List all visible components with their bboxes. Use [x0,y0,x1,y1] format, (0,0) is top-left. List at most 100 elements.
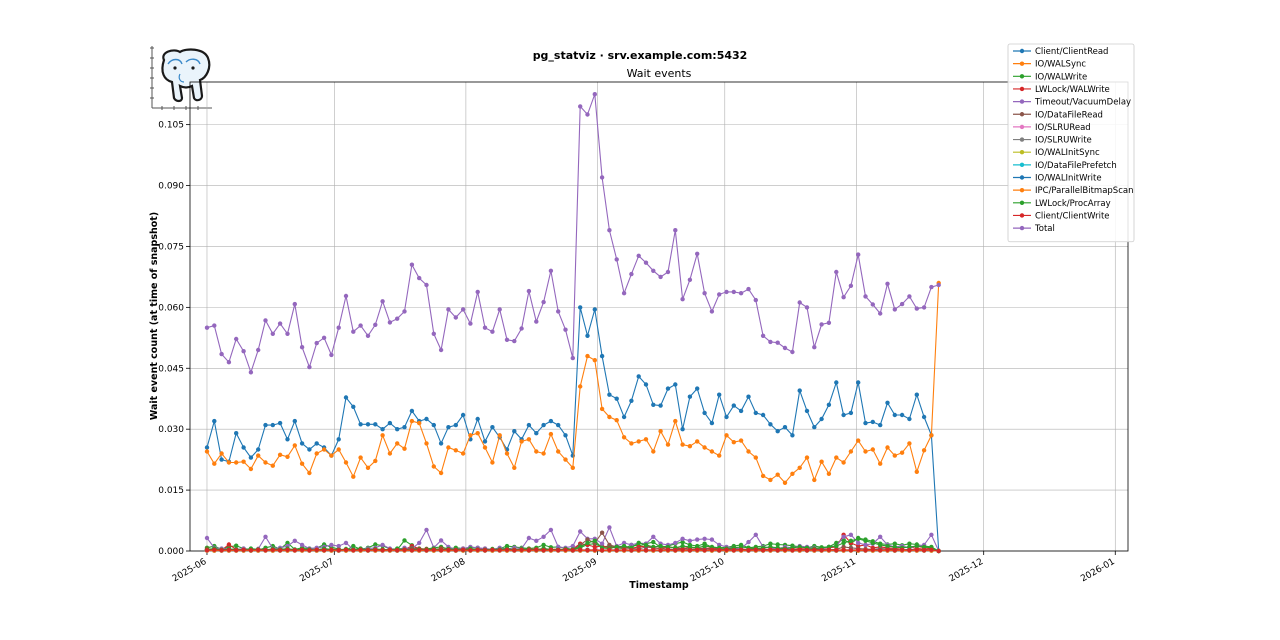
data-point [929,547,934,552]
data-point [797,388,802,393]
data-point [665,442,671,447]
data-point [468,321,473,326]
data-point [702,291,707,296]
data-point [438,548,444,553]
data-point [687,444,693,449]
legend-marker [1019,61,1025,66]
data-point [607,547,612,552]
legend-entry: Client/ClientRead [1013,47,1108,57]
data-point [899,301,905,307]
legend-label: Client/ClientWrite [1035,211,1110,221]
data-point [570,548,575,553]
data-point [797,465,802,470]
data-point [460,307,466,312]
data-point [607,525,612,530]
data-point [643,260,649,265]
data-point [277,420,283,426]
data-point [790,433,795,438]
data-point [256,453,261,458]
data-point [541,542,546,548]
data-point [424,416,429,422]
data-point [643,437,649,442]
data-point [307,364,312,370]
data-point [614,396,619,401]
data-point [760,412,766,418]
data-point [585,537,590,542]
data-point [336,543,341,549]
data-point [643,382,649,387]
data-point [738,547,744,552]
data-point [446,547,451,552]
data-point [680,543,685,549]
data-point [695,386,700,391]
data-point [234,543,239,548]
data-point [270,331,275,336]
data-point [651,547,656,552]
data-point [599,530,605,535]
y-tick-label: 0.060 [158,303,184,313]
data-point [914,469,919,474]
data-point [482,439,488,444]
data-point [234,336,239,342]
data-point [856,252,861,257]
data-point [921,448,927,453]
data-point [804,305,810,310]
data-point [431,422,436,428]
data-point [212,418,217,424]
data-point [438,347,444,353]
data-point [636,253,641,258]
data-point [760,473,766,479]
data-point [782,425,788,430]
data-point [592,538,597,543]
data-point [482,325,488,330]
legend-entry: LWLock/ProcArray [1013,199,1111,209]
data-point [380,427,385,432]
data-point [724,547,729,552]
data-point [607,542,612,548]
data-point [270,463,275,468]
data-point [841,295,846,300]
legend-entry: IO/SLRURead [1013,123,1091,133]
data-point [541,548,546,553]
data-point [914,392,919,397]
data-point [578,547,583,552]
data-point [899,412,905,418]
legend-marker [1019,187,1025,193]
data-point [380,433,385,438]
data-point [556,548,561,553]
data-point [490,425,495,430]
data-point [907,548,912,553]
data-point [746,394,751,399]
data-point [753,455,758,460]
legend-marker [1019,112,1025,117]
data-point [870,540,875,546]
data-point [585,353,590,359]
data-point [746,449,751,454]
data-point [695,537,700,542]
data-point [643,542,649,548]
legend-label: Total [1034,224,1055,234]
data-point [702,445,707,450]
data-point [636,374,641,379]
data-point [263,548,268,553]
data-point [219,548,224,553]
data-point [768,422,773,427]
series-lines [204,92,941,554]
data-point [673,228,678,233]
data-point [592,547,597,552]
legend-label: IO/WALInitWrite [1035,174,1102,184]
data-point [578,305,583,310]
data-point [490,460,495,465]
legend-marker [1019,124,1025,130]
legend-label: IO/WALSync [1035,60,1086,70]
data-point [417,275,422,281]
data-point [373,458,378,464]
data-point [599,541,605,546]
legend-marker [1019,213,1025,218]
data-point [548,418,554,424]
data-point [270,547,275,552]
data-point [212,547,217,552]
data-point [402,538,407,543]
data-point [621,543,627,549]
y-tick-label: 0.000 [158,547,184,557]
